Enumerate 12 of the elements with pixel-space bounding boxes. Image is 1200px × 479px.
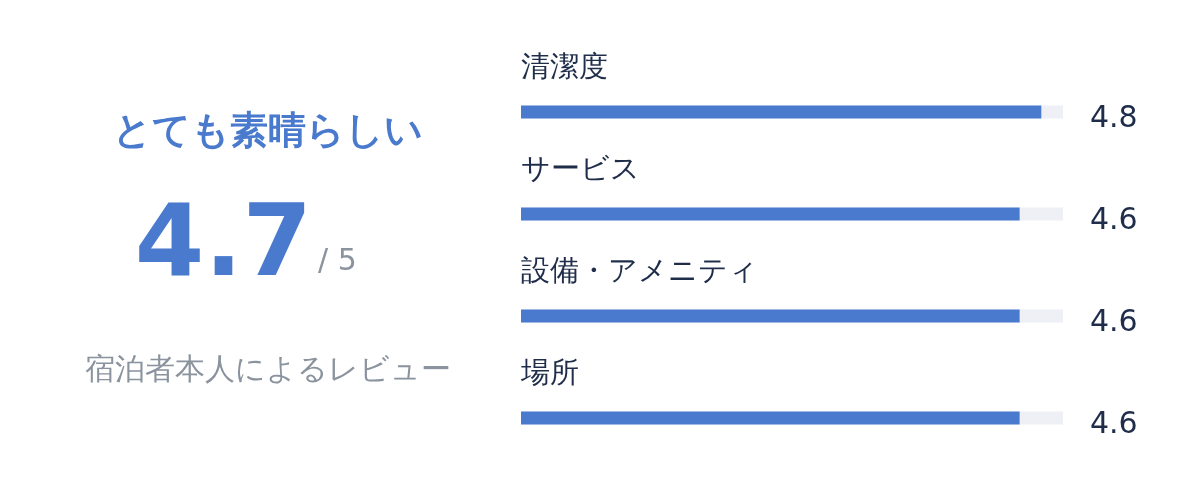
- data-label: 4.6: [1090, 404, 1138, 440]
- y-tick-label: 場所: [520, 354, 579, 389]
- y-tick-label: サービス: [521, 150, 640, 185]
- text: / 5: [318, 241, 357, 277]
- text: 4.7: [134, 181, 312, 299]
- text: とても素晴らしい: [113, 108, 423, 152]
- y-tick-label: 清潔度: [521, 48, 608, 83]
- data-label: 4.8: [1090, 98, 1138, 134]
- data-label: 4.6: [1090, 302, 1138, 338]
- data-label: 4.6: [1090, 200, 1138, 236]
- y-tick-label: 設備・アメニティ: [521, 252, 758, 287]
- text: 宿泊者本人によるレビュー: [85, 350, 451, 386]
